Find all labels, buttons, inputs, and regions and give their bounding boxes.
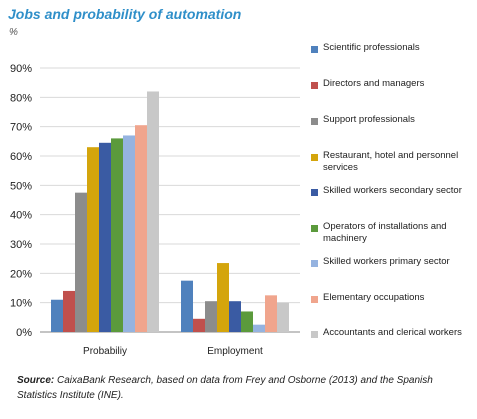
- bar: [205, 301, 217, 332]
- legend-item: Operators of installations and machinery: [311, 221, 477, 245]
- y-tick-label: 80%: [10, 92, 32, 104]
- legend-label: Accountants and clerical workers: [323, 327, 462, 338]
- legend-label: Support professionals: [323, 114, 415, 125]
- legend-label: Elementary occupations: [323, 292, 425, 303]
- source-label: Source:: [17, 375, 55, 386]
- bar: [229, 301, 241, 332]
- legend-item: Support professionals: [311, 114, 477, 126]
- legend-label: Skilled workers secondary sector: [323, 185, 462, 196]
- legend-swatch: [311, 296, 318, 303]
- y-tick-label: 10%: [10, 298, 32, 310]
- chart-title: Jobs and probability of automation: [8, 6, 242, 22]
- y-tick-label: 40%: [10, 210, 32, 222]
- legend-label: Directors and managers: [323, 78, 425, 89]
- bar: [217, 263, 229, 332]
- legend-label: Scientific professionals: [323, 42, 420, 53]
- legend-label: Operators of installations and machinery: [323, 221, 447, 244]
- legend-swatch: [311, 118, 318, 125]
- bar: [135, 125, 147, 332]
- bar: [193, 318, 205, 332]
- legend-label: Restaurant, hotel and personnel services: [323, 150, 459, 173]
- unit-label: %: [9, 27, 18, 38]
- legend-swatch: [311, 260, 318, 267]
- source-note: Source: CaixaBank Research, based on dat…: [17, 373, 457, 403]
- bar: [147, 91, 159, 332]
- bar: [253, 324, 265, 332]
- bar: [123, 135, 135, 332]
- y-tick-label: 70%: [10, 122, 32, 134]
- bar: [265, 295, 277, 332]
- legend-item: Restaurant, hotel and personnel services: [311, 150, 477, 174]
- y-tick-label: 0%: [16, 327, 32, 339]
- source-text: CaixaBank Research, based on data from F…: [17, 375, 433, 401]
- x-tick-label: Employment: [207, 346, 263, 357]
- legend-swatch: [311, 82, 318, 89]
- bar: [87, 147, 99, 332]
- legend-item: Directors and managers: [311, 78, 477, 90]
- legend-item: Scientific professionals: [311, 42, 477, 54]
- bar: [181, 280, 193, 332]
- bar: [75, 192, 87, 332]
- bar: [63, 290, 75, 332]
- legend-item: Skilled workers secondary sector: [311, 185, 477, 197]
- y-tick-label: 90%: [10, 63, 32, 75]
- legend-label: Skilled workers primary sector: [323, 256, 450, 267]
- y-tick-label: 50%: [10, 180, 32, 192]
- legend-swatch: [311, 189, 318, 196]
- legend-swatch: [311, 331, 318, 338]
- legend-item: Accountants and clerical workers: [311, 327, 477, 339]
- legend-swatch: [311, 46, 318, 53]
- legend-item: Elementary occupations: [311, 292, 477, 304]
- bar: [241, 311, 253, 332]
- y-tick-label: 20%: [10, 268, 32, 280]
- legend-swatch: [311, 225, 318, 232]
- legend-swatch: [311, 154, 318, 161]
- x-tick-label: Probabiliy: [83, 346, 127, 357]
- bar: [51, 299, 63, 332]
- bar: [111, 138, 123, 332]
- bar: [277, 302, 289, 332]
- y-tick-label: 30%: [10, 239, 32, 251]
- bar-chart: 0% 10% 20% 30% 40% 50% 60% 70% 80% 90% Probabiliy E…: [10, 63, 300, 357]
- y-tick-label: 60%: [10, 151, 32, 163]
- legend-item: Skilled workers primary sector: [311, 256, 477, 268]
- bar: [99, 142, 111, 332]
